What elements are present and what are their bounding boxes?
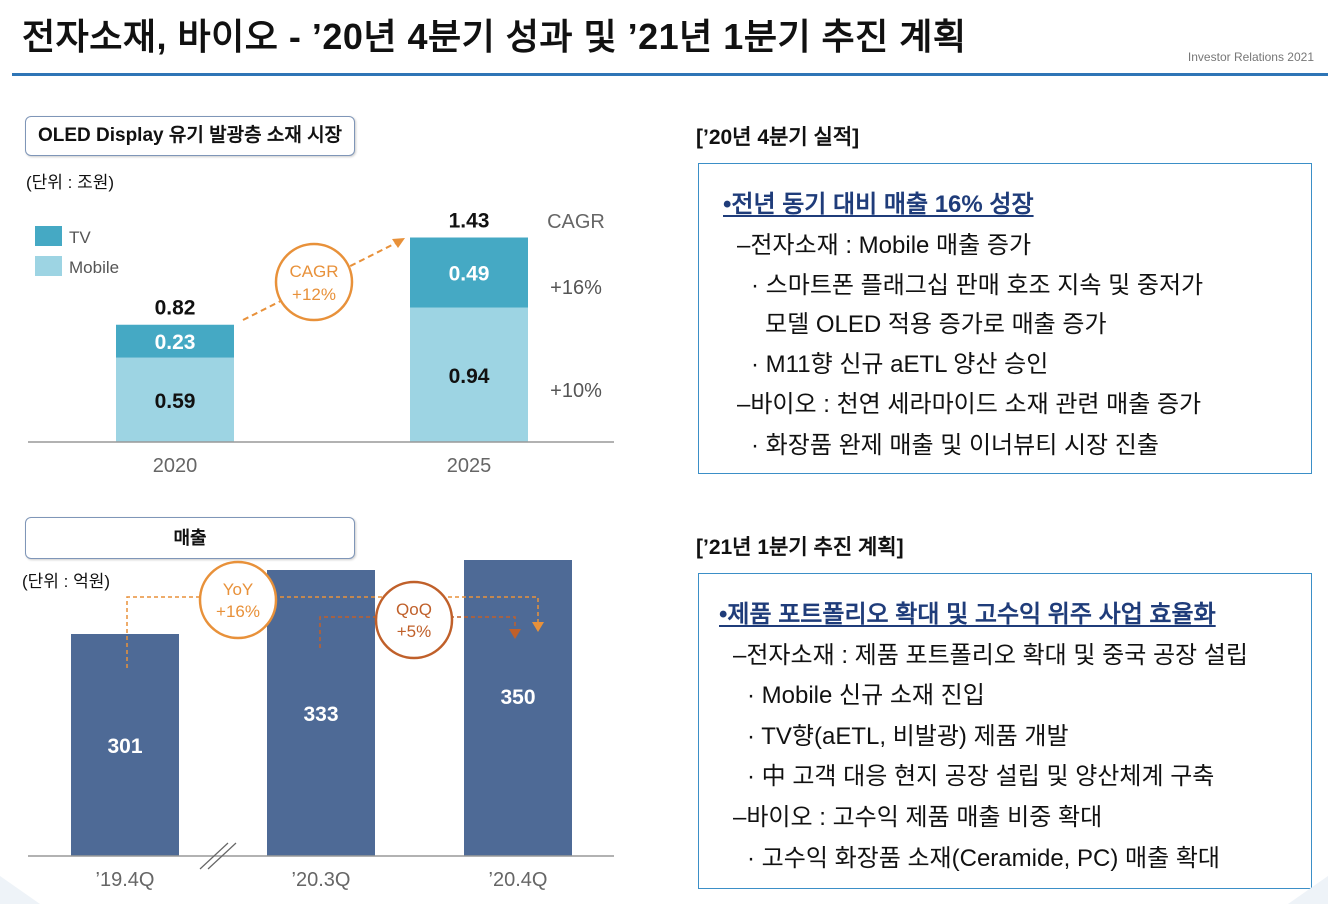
q1-line: · TV향(aETL, 비발광) 제품 개발	[747, 723, 1069, 750]
bar-tv	[116, 324, 234, 358]
cagr-badge-value: +12%	[292, 285, 336, 304]
yoy-badge	[198, 560, 278, 640]
sales-bar-value-label: 333	[303, 703, 338, 726]
q1-headline: •제품 포트폴리오 확대 및 고수익 위주 사업 효율화	[719, 601, 1216, 628]
q1-plan-heading: [’21년 1분기 추진 계획]	[696, 536, 904, 559]
cagr-tv-value: +16%	[550, 277, 602, 299]
x-tick-label: 2020	[153, 455, 198, 477]
sales-unit-label: (단위 : 억원)	[22, 572, 111, 591]
yoy-connector	[126, 596, 539, 668]
oled-market-chart: TV Mobile 0.59 0.23 0.82 2020 0.94 0.49 1.43 20…	[28, 210, 614, 477]
cagr-mobile-value: +10%	[550, 380, 602, 402]
cagr-column-header: CAGR	[547, 211, 605, 233]
qoq-badge	[374, 580, 454, 660]
sales-bar	[71, 634, 179, 856]
axis-break-mark	[199, 842, 229, 870]
sales-bar-value-label: 301	[107, 735, 142, 758]
oled-market-label: OLED Display 유기 발광층 소재 시장	[25, 116, 355, 156]
q4-line: –바이오 : 천연 세라마이드 소재 관련 매출 증가	[737, 391, 1202, 418]
x-tick-label: ’20.4Q	[489, 869, 548, 891]
cagr-arrow	[242, 241, 399, 321]
legend-tv-label: TV	[69, 228, 91, 247]
cagr-badge	[274, 242, 354, 322]
sales-bar-value-label: 350	[500, 686, 535, 709]
x-tick-label: 2025	[447, 455, 492, 477]
axis-break-mark	[207, 842, 237, 870]
q4-line: 모델 OLED 적용 증가로 매출 증가	[765, 311, 1107, 338]
page-title: 전자소재, 바이오 - ’20년 4분기 성과 및 ’21년 1분기 추진 계획	[22, 16, 967, 57]
legend-mobile-swatch	[35, 256, 62, 276]
q4-line: –전자소재 : Mobile 매출 증가	[737, 232, 1032, 259]
q4-line: · 화장품 완제 매출 및 이너뷰티 시장 진출	[751, 432, 1159, 459]
q1-line: · Mobile 신규 소재 진입	[747, 682, 985, 709]
bar-tv	[410, 237, 528, 308]
bar-tv-value-label: 0.23	[155, 331, 196, 354]
corner-decoration	[0, 876, 40, 904]
q4-line: · M11향 신규 aETL 양산 승인	[751, 351, 1049, 378]
legend-mobile-label: Mobile	[69, 258, 119, 277]
cagr-arrowhead	[392, 238, 405, 248]
title-divider	[12, 73, 1328, 76]
sales-label: 매출	[25, 517, 355, 559]
x-tick-label: ’19.4Q	[96, 869, 155, 891]
ir-label: Investor Relations 2021	[1187, 50, 1314, 64]
sales-chart: 301 ’19.4Q 333 ’20.3Q 350 ’20.4Q YoY +16% QoQ…	[28, 560, 614, 891]
bar-mobile	[116, 357, 234, 442]
qoq-arrowhead	[509, 629, 521, 639]
bar-tv-value-label: 0.49	[449, 263, 490, 286]
bar-mobile-value-label: 0.94	[449, 365, 490, 388]
q1-line: · 고수익 화장품 소재(Ceramide, PC) 매출 확대	[747, 845, 1220, 872]
x-tick-label: ’20.3Q	[292, 869, 351, 891]
q1-line: –바이오 : 고수익 제품 매출 비중 확대	[733, 804, 1103, 831]
yoy-badge-value: +16%	[216, 602, 260, 621]
cagr-badge-title: CAGR	[289, 262, 338, 281]
q4-headline: •전년 동기 대비 매출 16% 성장	[723, 191, 1034, 218]
q1-line: · 中 고객 대응 현지 공장 설립 및 양산체계 구축	[747, 763, 1215, 790]
q4-results-heading: [’20년 4분기 실적]	[696, 126, 860, 149]
bar-mobile	[410, 307, 528, 442]
yoy-badge-title: YoY	[223, 580, 254, 599]
oled-unit-label: (단위 : 조원)	[26, 173, 115, 192]
bar-total-label: 0.82	[155, 297, 196, 320]
legend-tv-swatch	[35, 226, 62, 246]
sales-bar	[464, 560, 572, 856]
qoq-badge-value: +5%	[397, 622, 432, 641]
bar-mobile-value-label: 0.59	[155, 390, 196, 413]
q1-line: –전자소재 : 제품 포트폴리오 확대 및 중국 공장 설립	[733, 642, 1248, 669]
q4-results-panel: •전년 동기 대비 매출 16% 성장 –전자소재 : Mobile 매출 증가…	[698, 163, 1312, 474]
bar-total-label: 1.43	[449, 210, 490, 233]
qoq-badge-title: QoQ	[396, 600, 432, 619]
yoy-arrowhead	[532, 622, 544, 632]
corner-decoration	[1288, 876, 1328, 904]
q1-plan-panel: •제품 포트폴리오 확대 및 고수익 위주 사업 효율화 –전자소재 : 제품 …	[698, 573, 1312, 889]
q4-line: · 스마트폰 플래그십 판매 호조 지속 및 중저가	[751, 272, 1204, 299]
